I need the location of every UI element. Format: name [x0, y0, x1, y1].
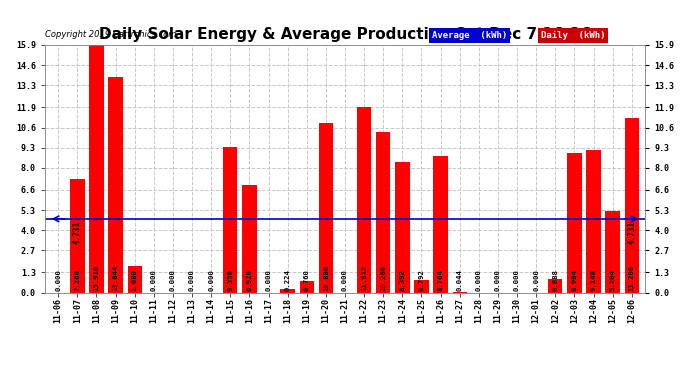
Text: 0.000: 0.000 — [533, 269, 539, 291]
Text: 4.731: 4.731 — [73, 220, 82, 243]
Text: 0.000: 0.000 — [208, 269, 214, 291]
Text: 0.760: 0.760 — [304, 269, 310, 291]
Title: Daily Solar Energy & Average Production Sat Dec 7 16:26: Daily Solar Energy & Average Production … — [99, 27, 591, 42]
Bar — [433, 156, 448, 292]
Bar — [299, 280, 314, 292]
Text: 1.680: 1.680 — [132, 269, 138, 291]
Bar — [624, 118, 639, 292]
Bar — [548, 279, 562, 292]
Text: 8.392: 8.392 — [400, 269, 405, 291]
Bar — [128, 266, 142, 292]
Text: Average  (kWh): Average (kWh) — [432, 31, 507, 40]
Bar — [395, 162, 410, 292]
Bar — [606, 211, 620, 292]
Bar — [242, 185, 257, 292]
Text: 0.044: 0.044 — [457, 269, 463, 291]
Text: 0.000: 0.000 — [342, 269, 348, 291]
Text: 0.224: 0.224 — [285, 269, 290, 291]
Text: 0.888: 0.888 — [552, 269, 558, 291]
Bar — [70, 179, 84, 292]
Bar — [89, 45, 104, 292]
Text: 8.984: 8.984 — [571, 269, 578, 291]
Text: Copyright 2019 Cartronics.com: Copyright 2019 Cartronics.com — [45, 30, 176, 39]
Text: Daily  (kWh): Daily (kWh) — [541, 31, 605, 40]
Text: 4.731: 4.731 — [627, 220, 636, 243]
Bar — [414, 280, 428, 292]
Text: 8.764: 8.764 — [437, 269, 444, 291]
Text: 0.000: 0.000 — [476, 269, 482, 291]
Text: 6.920: 6.920 — [246, 269, 253, 291]
Text: 9.356: 9.356 — [227, 269, 233, 291]
Text: 10.880: 10.880 — [323, 265, 329, 291]
Bar — [586, 150, 601, 292]
Text: 10.280: 10.280 — [380, 265, 386, 291]
Text: 7.268: 7.268 — [75, 269, 80, 291]
Text: 5.204: 5.204 — [610, 269, 615, 291]
Bar — [357, 107, 371, 292]
Text: 0.000: 0.000 — [495, 269, 501, 291]
Text: 9.148: 9.148 — [591, 269, 597, 291]
Text: 0.000: 0.000 — [514, 269, 520, 291]
Text: 13.844: 13.844 — [112, 265, 119, 291]
Text: 0.000: 0.000 — [170, 269, 176, 291]
Text: 0.000: 0.000 — [189, 269, 195, 291]
Bar — [280, 289, 295, 292]
Text: 0.000: 0.000 — [151, 269, 157, 291]
Text: 0.000: 0.000 — [266, 269, 272, 291]
Text: 0.000: 0.000 — [55, 269, 61, 291]
Bar — [108, 77, 123, 292]
Bar — [319, 123, 333, 292]
Bar — [223, 147, 237, 292]
Text: 11.912: 11.912 — [361, 265, 367, 291]
Bar — [376, 132, 391, 292]
Bar — [567, 153, 582, 292]
Text: 15.916: 15.916 — [93, 265, 99, 291]
Text: 0.792: 0.792 — [418, 269, 424, 291]
Text: 11.200: 11.200 — [629, 265, 635, 291]
